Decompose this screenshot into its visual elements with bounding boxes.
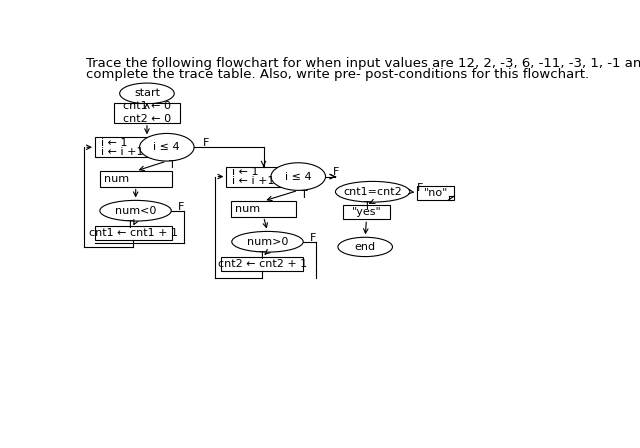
Text: T: T [364,201,371,211]
Text: cnt1 ← cnt1 + 1: cnt1 ← cnt1 + 1 [89,228,178,238]
Text: i ← 1: i ← 1 [232,167,259,177]
Text: end: end [355,242,376,252]
Bar [95,225,172,240]
Text: complete the trace table. Also, write pre- post-conditions for this flowchart.: complete the trace table. Also, write pr… [86,68,589,81]
Bar [100,171,172,186]
Text: i ≤ 4: i ≤ 4 [154,142,180,152]
Text: cnt2 ← cnt2 + 1: cnt2 ← cnt2 + 1 [218,259,307,269]
Bar [231,201,296,216]
Ellipse shape [120,83,174,104]
Bar [95,137,172,157]
Bar [114,103,180,123]
Text: F: F [204,138,210,148]
Text: i ← i +1: i ← i +1 [101,146,143,157]
Text: num>0: num>0 [247,237,288,247]
Text: num: num [104,174,129,184]
Text: F: F [417,183,423,193]
Text: T: T [127,220,134,230]
Text: "no": "no" [424,188,448,198]
Text: F: F [333,168,340,177]
Text: start: start [134,88,160,99]
Ellipse shape [100,200,172,221]
Text: cnt1=cnt2: cnt1=cnt2 [343,187,402,197]
Bar [227,167,303,186]
Text: num: num [236,204,260,214]
Text: cnt1 ← 0
cnt2 ← 0: cnt1 ← 0 cnt2 ← 0 [123,101,171,125]
Ellipse shape [140,134,194,161]
Ellipse shape [335,181,410,202]
Text: T: T [170,160,176,170]
Text: "yes": "yes" [351,207,381,217]
Text: F: F [178,202,184,211]
Text: i ≤ 4: i ≤ 4 [285,172,312,181]
Ellipse shape [271,163,326,190]
Text: Trace the following flowchart for when input values are 12, 2, -3, 6, -11, -3, 1: Trace the following flowchart for when i… [86,57,640,70]
Text: T: T [259,251,266,261]
Text: F: F [310,233,316,243]
Text: i ← i +1: i ← i +1 [232,176,275,186]
Text: i ← 1: i ← 1 [101,138,127,148]
Text: T: T [301,190,308,199]
Bar [221,257,303,271]
Bar [343,205,390,220]
Ellipse shape [338,237,392,257]
Bar [417,185,454,200]
Ellipse shape [232,232,303,252]
Text: num<0: num<0 [115,206,156,216]
